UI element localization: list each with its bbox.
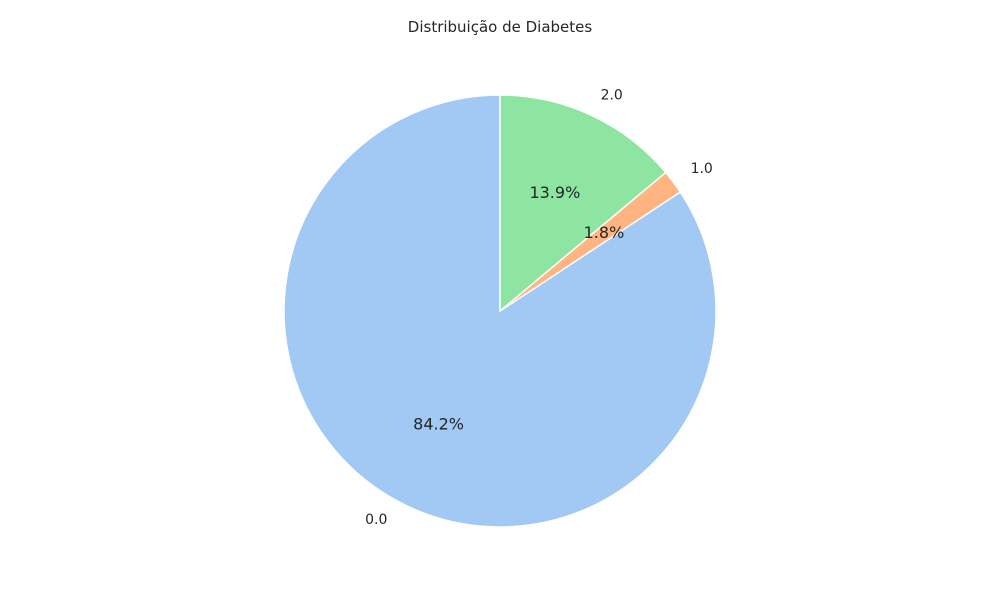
pie-slice-2-0 xyxy=(499,94,667,312)
pie-slices xyxy=(283,94,717,528)
percent-label-1-0: 1.8% xyxy=(584,223,625,242)
category-label-1-0: 1.0 xyxy=(691,161,713,177)
pie-labels: 0.0 84.2% 1.0 1.8% 2.0 13.9% xyxy=(365,88,713,528)
chart-title: Distribuição de Diabetes xyxy=(408,18,593,36)
percent-label-2-0: 13.9% xyxy=(529,183,580,202)
percent-label-0-0: 84.2% xyxy=(413,415,464,434)
category-label-0-0: 0.0 xyxy=(365,512,387,528)
category-label-2-0: 2.0 xyxy=(601,88,623,104)
